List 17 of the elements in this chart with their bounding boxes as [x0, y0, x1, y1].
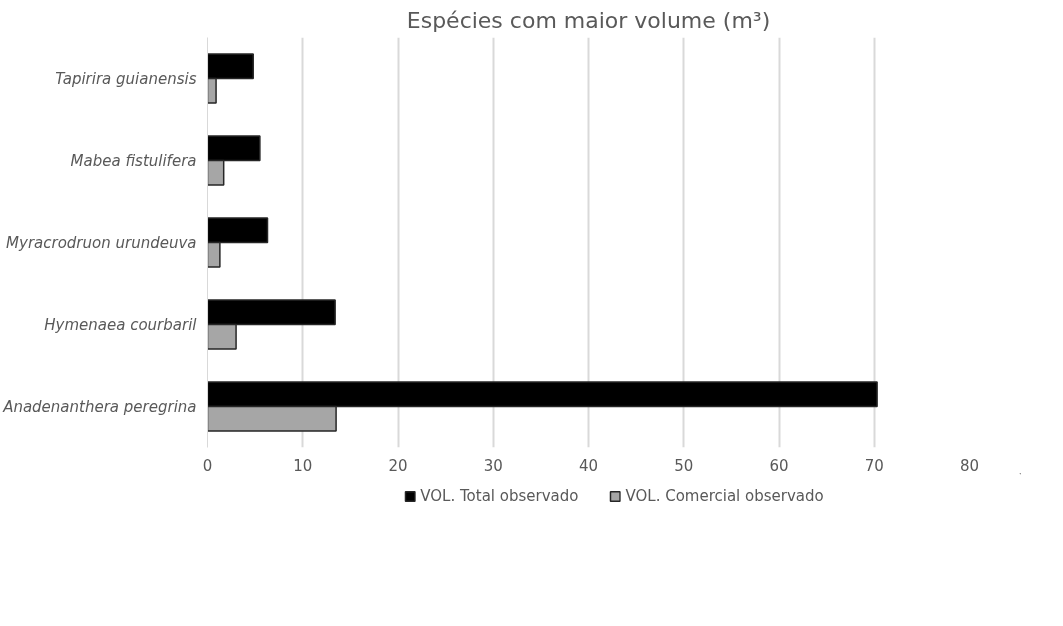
x-tick-label: 80	[959, 456, 980, 475]
x-tick-label: 40	[578, 456, 599, 475]
y-tick-label: Mabea fistulifera	[70, 151, 197, 170]
x-tick-label: 70	[864, 456, 884, 475]
x-tick-label: 20	[388, 456, 408, 475]
x-tick-label: 60	[769, 456, 789, 475]
chart-title: Espécies com maior volume (m³)	[406, 7, 771, 33]
x-tick-label: 50	[674, 456, 694, 475]
legend-label: VOL. Comercial observado	[625, 486, 824, 505]
y-tick-label: Tapirira guianensis	[55, 69, 197, 88]
x-tick-label: 10	[293, 456, 313, 475]
y-tick-label: Hymenaea courbaril	[44, 315, 198, 334]
y-tick-label: Anadenanthera peregrina	[2, 397, 197, 416]
x-tick-label: 0	[202, 456, 213, 475]
legend-label: VOL. Total observado	[420, 486, 579, 505]
y-tick-label: Myracrodruon urundeuva	[6, 233, 197, 252]
x-tick-label: 30	[483, 456, 503, 475]
